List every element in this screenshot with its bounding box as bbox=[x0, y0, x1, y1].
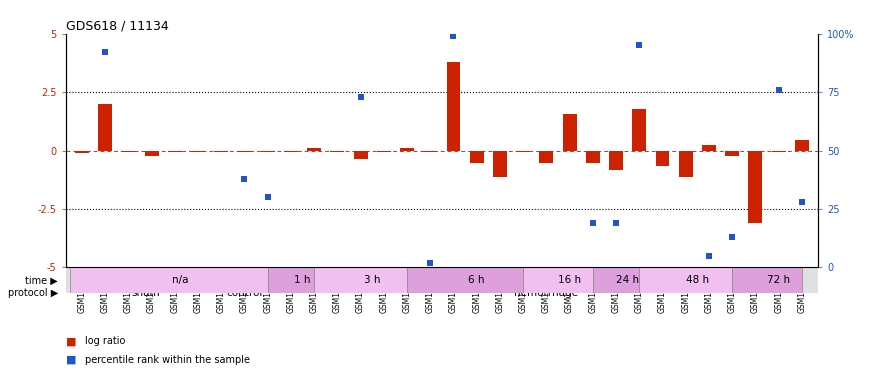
FancyBboxPatch shape bbox=[268, 267, 314, 293]
Bar bbox=[633, 108, 647, 151]
Bar bbox=[307, 148, 321, 151]
Bar bbox=[446, 62, 460, 151]
Text: 1 h: 1 h bbox=[294, 275, 311, 285]
Text: ■: ■ bbox=[66, 355, 76, 365]
Text: 72 h: 72 h bbox=[767, 275, 790, 285]
Bar bbox=[144, 151, 158, 156]
Bar bbox=[331, 151, 345, 153]
FancyBboxPatch shape bbox=[732, 267, 802, 293]
Bar bbox=[400, 148, 414, 151]
Text: 48 h: 48 h bbox=[686, 275, 709, 285]
Text: log ratio: log ratio bbox=[85, 336, 125, 346]
FancyBboxPatch shape bbox=[523, 267, 593, 293]
Bar bbox=[516, 151, 530, 152]
Bar bbox=[377, 151, 391, 152]
Bar bbox=[772, 151, 786, 153]
Text: control: control bbox=[227, 288, 262, 298]
Bar bbox=[168, 151, 182, 152]
Text: 6 h: 6 h bbox=[468, 275, 485, 285]
Bar bbox=[470, 151, 484, 164]
Bar bbox=[563, 114, 577, 151]
FancyBboxPatch shape bbox=[593, 267, 640, 293]
FancyBboxPatch shape bbox=[640, 267, 732, 293]
Bar bbox=[122, 151, 136, 153]
Text: sham: sham bbox=[131, 288, 160, 298]
Bar bbox=[191, 151, 205, 152]
Text: GDS618 / 11134: GDS618 / 11134 bbox=[66, 20, 168, 33]
Bar bbox=[655, 151, 669, 166]
FancyBboxPatch shape bbox=[70, 267, 268, 293]
FancyBboxPatch shape bbox=[314, 267, 407, 293]
Bar bbox=[586, 151, 599, 164]
Text: n/a: n/a bbox=[172, 275, 189, 285]
Bar bbox=[725, 151, 739, 156]
Bar bbox=[214, 151, 228, 152]
Bar bbox=[702, 145, 716, 151]
Bar bbox=[539, 151, 553, 164]
Text: time ▶: time ▶ bbox=[25, 275, 58, 285]
Text: 24 h: 24 h bbox=[616, 275, 640, 285]
Bar bbox=[98, 104, 112, 151]
Bar bbox=[261, 151, 275, 152]
Text: percentile rank within the sample: percentile rank within the sample bbox=[85, 355, 250, 365]
Text: 16 h: 16 h bbox=[558, 275, 581, 285]
Text: hemorrhage: hemorrhage bbox=[514, 288, 578, 298]
Bar bbox=[493, 151, 507, 177]
Bar bbox=[794, 140, 808, 151]
Bar bbox=[284, 151, 298, 152]
Text: 3 h: 3 h bbox=[364, 275, 381, 285]
Text: ■: ■ bbox=[66, 336, 76, 346]
Bar bbox=[424, 151, 438, 152]
Bar bbox=[748, 151, 762, 223]
Bar bbox=[75, 151, 89, 153]
Bar bbox=[609, 151, 623, 171]
Bar bbox=[679, 151, 693, 177]
Bar bbox=[237, 151, 251, 152]
Bar bbox=[354, 151, 367, 159]
Text: protocol ▶: protocol ▶ bbox=[8, 288, 58, 298]
FancyBboxPatch shape bbox=[407, 267, 523, 293]
